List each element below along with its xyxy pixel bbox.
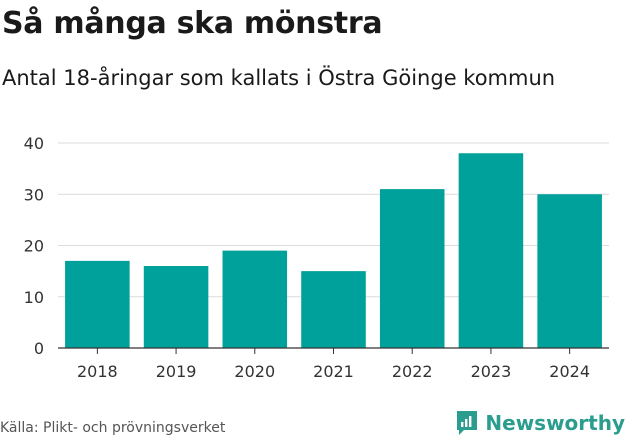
x-tick-label: 2019: [156, 362, 197, 381]
chart-title: Så många ska mönstra: [2, 6, 383, 41]
x-tick-label: 2018: [77, 362, 118, 381]
chart-subtitle: Antal 18-åringar som kallats i Östra Göi…: [2, 66, 556, 90]
bars: [65, 153, 602, 348]
source-note: Källa: Plikt- och prövningsverket: [0, 420, 226, 436]
y-tick-label: 30: [24, 185, 44, 204]
bar-2021: [301, 271, 366, 348]
y-tick-label: 20: [24, 237, 44, 256]
brand: Newsworthy: [455, 408, 625, 438]
y-tick-label: 10: [24, 288, 44, 307]
x-tick-label: 2024: [549, 362, 590, 381]
x-tick-label: 2023: [471, 362, 512, 381]
bar-2023: [458, 153, 524, 348]
newsworthy-logo-icon: [457, 411, 478, 435]
bar-2022: [379, 189, 445, 348]
x-tick-label: 2021: [313, 362, 354, 381]
x-tick-label: 2020: [234, 362, 275, 381]
y-axis-ticks: 0 10 20 30 40: [24, 134, 44, 358]
bar-2018: [65, 260, 130, 348]
bar-2024: [537, 194, 602, 348]
brand-name: Newsworthy: [485, 411, 625, 435]
x-axis-ticks: 2018 2019 2020 2021 2022 2023 2024: [77, 348, 590, 381]
y-tick-label: 40: [24, 134, 44, 153]
x-tick-label: 2022: [392, 362, 433, 381]
bar-2019: [143, 266, 209, 348]
y-tick-label: 0: [34, 339, 44, 358]
bar-2020: [222, 250, 288, 348]
